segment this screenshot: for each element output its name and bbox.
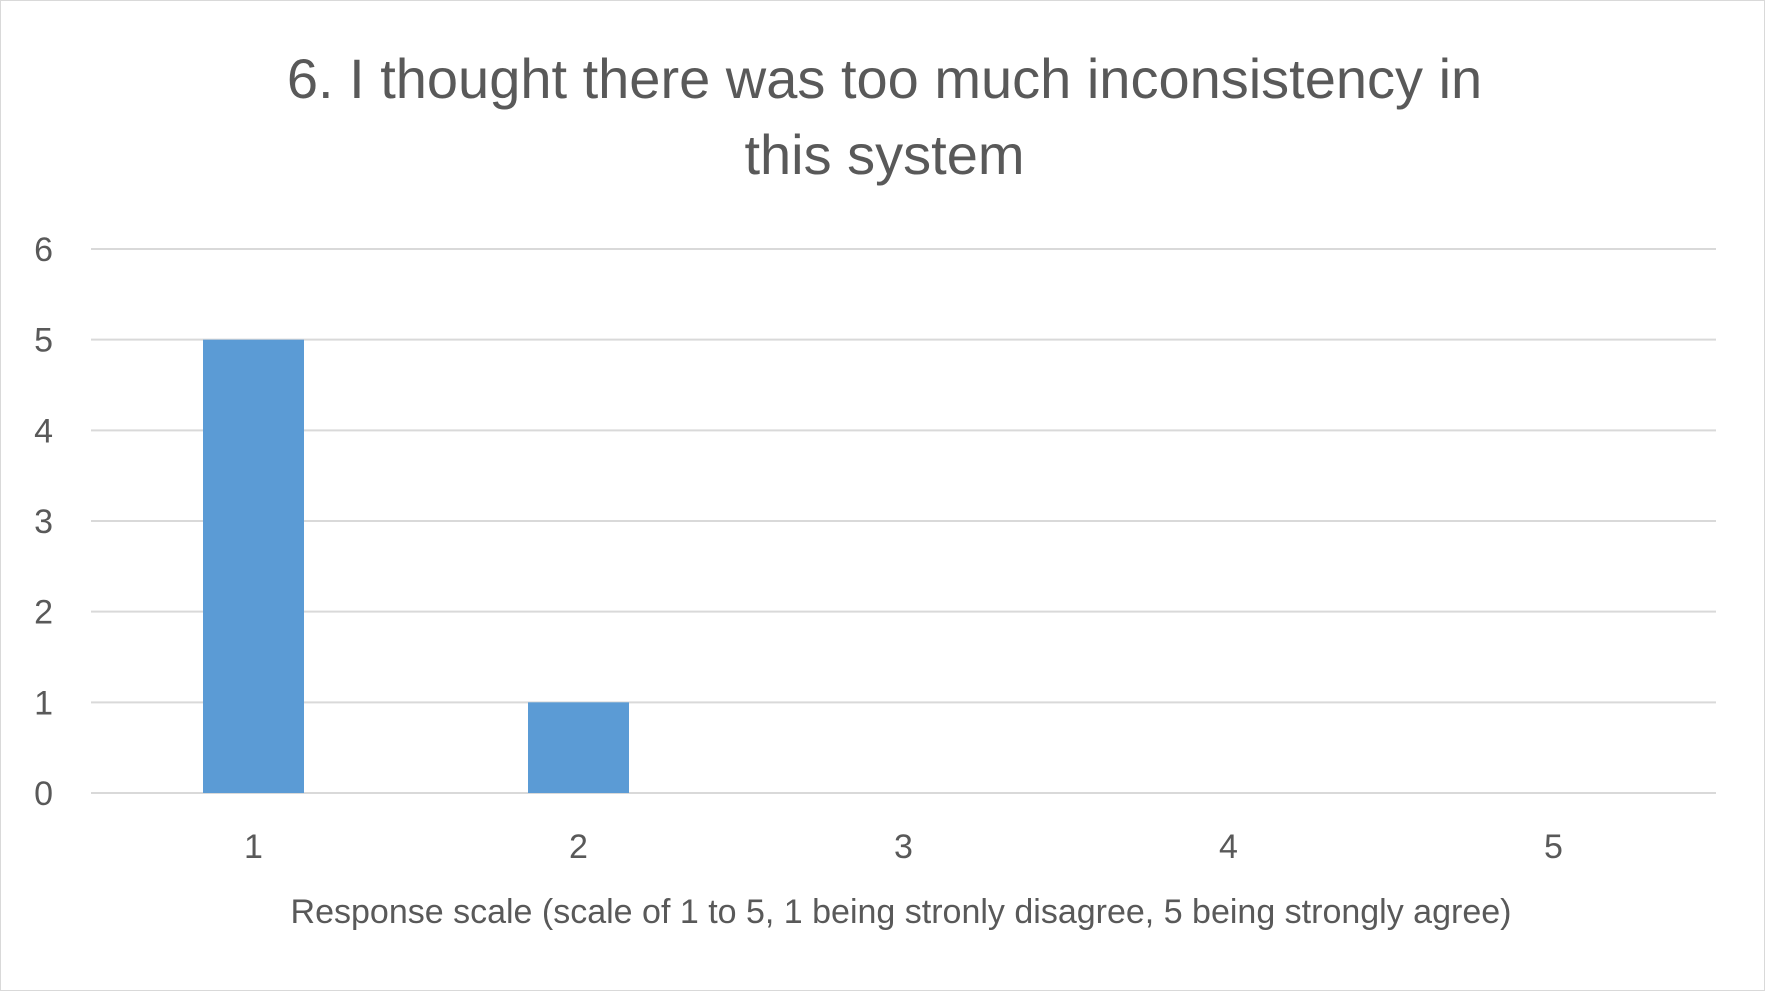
y-tick-label: 3 xyxy=(34,503,53,541)
x-tick-label: 3 xyxy=(894,828,913,866)
x-tick-label: 1 xyxy=(244,828,263,866)
x-tick-label: 4 xyxy=(1219,828,1238,866)
y-tick-label: 0 xyxy=(34,775,53,813)
y-tick-label: 5 xyxy=(34,322,53,360)
x-axis-ticks: 1 2 3 4 5 xyxy=(244,828,1563,866)
bars xyxy=(203,339,629,793)
x-tick-label: 2 xyxy=(569,828,588,866)
y-axis-ticks: 0 1 2 3 4 5 6 xyxy=(34,231,53,813)
bar-1 xyxy=(203,339,304,793)
x-axis-title: Response scale (scale of 1 to 5, 1 being… xyxy=(291,893,1512,931)
chart-title: 6. I thought there was too much inconsis… xyxy=(286,47,1483,186)
bar-2 xyxy=(528,702,629,793)
x-tick-label: 5 xyxy=(1544,828,1563,866)
gridlines xyxy=(91,248,1716,794)
y-tick-label: 6 xyxy=(34,231,53,269)
y-tick-label: 4 xyxy=(34,412,53,450)
y-tick-label: 2 xyxy=(34,594,53,632)
y-tick-label: 1 xyxy=(34,684,53,722)
